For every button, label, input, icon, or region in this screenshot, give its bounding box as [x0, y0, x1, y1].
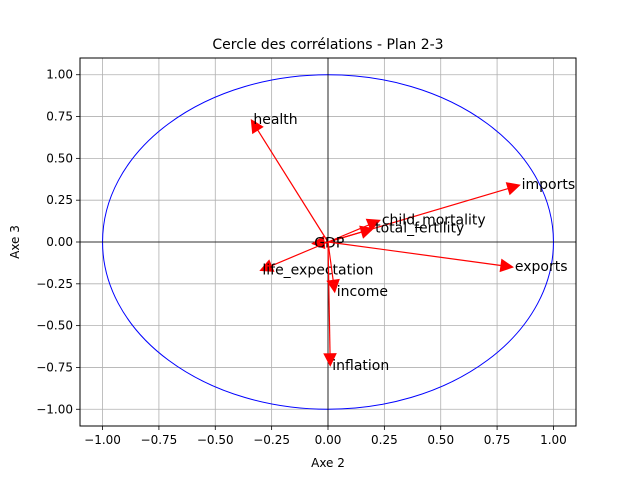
vector-label-health: health — [253, 112, 297, 128]
x-axis-label: Axe 2 — [311, 456, 345, 470]
x-tick-label: 0.50 — [427, 433, 454, 447]
y-tick-label: 0.25 — [46, 193, 73, 207]
vector-label-total_fertility: total_fertility — [375, 221, 464, 237]
y-tick-label: 0.75 — [46, 110, 73, 124]
x-tick-label: 1.00 — [540, 433, 567, 447]
vector-head-life_expectation — [259, 259, 275, 272]
y-tick-label: 1.00 — [46, 68, 73, 82]
x-tick-label: −0.75 — [141, 433, 178, 447]
plot-area: −1.00 −0.75 −0.50 −0.25 0.00 0.25 0.50 0.75 1.00… — [36, 57, 577, 447]
x-tick-label: −0.50 — [197, 433, 234, 447]
y-tick-label: 0.50 — [46, 151, 73, 165]
vector-head-child_mortality — [365, 218, 381, 232]
vector-head-health — [250, 118, 264, 135]
x-tick-label: 0.75 — [484, 433, 511, 447]
vector-label-inflation: inflation — [332, 358, 389, 374]
vector-label-income: income — [337, 284, 388, 300]
y-tick-label: 0.00 — [46, 235, 73, 249]
y-axis-label: Axe 3 — [8, 225, 22, 259]
y-tick-label: −1.00 — [36, 402, 73, 416]
x-tick-label: 0.25 — [371, 433, 398, 447]
vector-head-inflation — [323, 353, 337, 367]
chart-title: Cercle des corrélations - Plan 2-3 — [212, 37, 443, 53]
vector-head-income — [326, 278, 340, 294]
vector-line-life_expectation — [271, 241, 329, 267]
vector-label-GDP: GDP — [314, 236, 344, 252]
x-tick-label: 0.00 — [315, 433, 342, 447]
vector-head-exports — [499, 258, 514, 273]
vector-line-exports — [327, 241, 502, 267]
vector-label-exports: exports — [515, 259, 568, 275]
y-tick-label: −0.50 — [36, 319, 73, 333]
vector-head-total_fertility — [359, 225, 375, 239]
vector-line-income — [327, 241, 334, 281]
vector-label-imports: imports — [522, 177, 576, 193]
x-tick-label: −1.00 — [84, 433, 121, 447]
vector-head-imports — [505, 182, 521, 196]
y-tick-label: −0.75 — [36, 360, 73, 374]
y-tick-label: −0.25 — [36, 277, 73, 291]
vector-line-total_fertility — [327, 231, 362, 243]
x-tick-label: −0.25 — [253, 433, 290, 447]
vector-line-inflation — [327, 241, 331, 354]
vector-line-health — [257, 129, 329, 243]
vector-label-life_expectation: life_expectation — [262, 262, 373, 278]
vector-label-child_mortality: child_mortality — [382, 212, 486, 228]
